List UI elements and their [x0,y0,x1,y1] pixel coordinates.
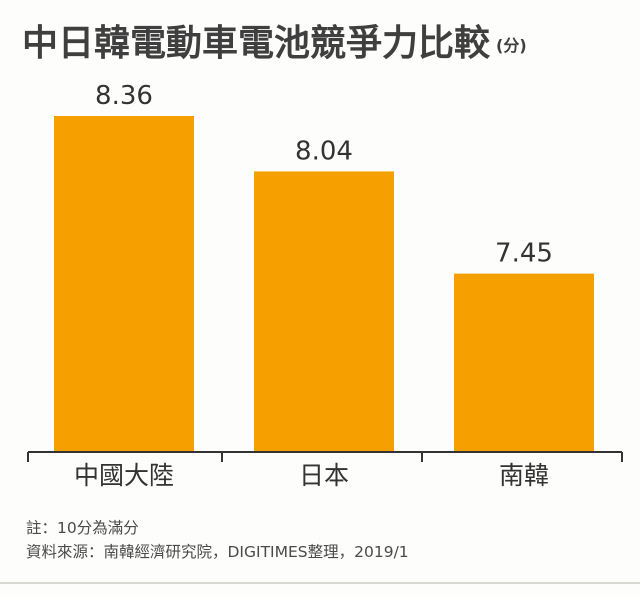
value-label-3: 7.45 [495,239,553,269]
bars-layer [54,116,594,453]
source-text: 資料來源：南韓經濟研究院，DIGITIMES整理，2019/1 [26,543,409,561]
chart-notes: 註：10分為滿分 資料來源：南韓經濟研究院，DIGITIMES整理，2019/1 [26,516,409,564]
bar-2 [254,171,394,452]
category-label-2: 日本 [299,461,349,490]
bottom-divider [0,582,640,584]
note-text: 註：10分為滿分 [26,519,139,537]
chart-title: 中日韓電動車電池競爭力比較 [22,23,491,64]
bar-1 [54,116,194,453]
chart-unit-label: (分) [496,36,527,55]
category-label-3: 南韓 [499,461,549,490]
value-label-2: 8.04 [295,136,353,166]
category-labels-layer: 中國大陸 日本 南韓 [74,461,549,490]
chart-title-row: 中日韓電動車電池競爭力比較 (分) [22,14,527,66]
category-label-1: 中國大陸 [74,461,174,490]
bar-3 [454,273,594,452]
value-labels-layer: 8.36 8.04 7.45 [95,81,553,269]
value-label-1: 8.36 [95,81,153,111]
x-axis-ticks [27,452,623,462]
